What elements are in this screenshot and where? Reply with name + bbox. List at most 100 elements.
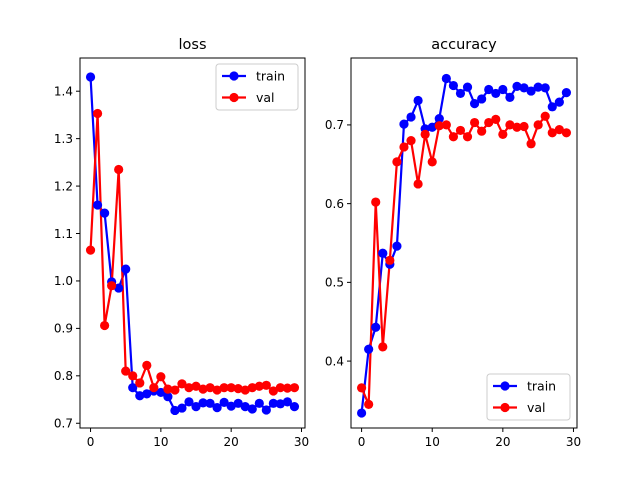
data-point-val — [254, 381, 264, 391]
data-point-val — [282, 383, 293, 393]
data-point-val — [191, 381, 201, 391]
data-point-train — [547, 102, 557, 112]
data-point-val — [289, 383, 300, 393]
legend-marker-val — [500, 402, 510, 413]
data-point-train — [135, 391, 145, 401]
legend: train val — [215, 63, 299, 111]
data-point-val — [477, 126, 487, 136]
data-point-train — [512, 81, 522, 91]
data-point-val — [462, 132, 473, 142]
data-point-val — [420, 129, 430, 139]
y-tick-label: 0.5 — [325, 276, 344, 290]
data-point-val — [275, 383, 285, 393]
data-point-val — [163, 384, 173, 394]
data-point-train — [371, 322, 381, 332]
data-point-val — [554, 125, 564, 135]
data-point-train — [282, 397, 293, 407]
y-tick-label: 0.8 — [54, 369, 73, 383]
x-tick-label: 10 — [153, 435, 168, 449]
data-point-val — [519, 121, 529, 132]
data-point-val — [512, 122, 522, 132]
x-tick-label: 20 — [495, 435, 510, 449]
data-point-val — [233, 384, 243, 394]
data-point-val — [441, 120, 451, 130]
legend-marker-val — [229, 92, 239, 103]
y-tick-label: 0.7 — [325, 118, 344, 132]
data-point-val — [135, 378, 145, 388]
data-point-val — [240, 385, 250, 395]
y-tick-label: 0.7 — [54, 417, 73, 431]
data-point-val — [413, 179, 423, 189]
accuracy-subplot: 0 10 20 30 0.4 0.5 0.6 0.7 accuracy train val — [325, 37, 581, 449]
loss-subplot: 0 10 20 30 0.7 0.8 0.9 1.0 1.1 1.2 1.3 1.4 loss train… — [54, 37, 309, 449]
data-point-val — [406, 136, 416, 146]
data-point-train — [275, 399, 285, 409]
data-point-train — [156, 387, 166, 398]
data-point-train — [289, 402, 300, 412]
data-point-train — [163, 392, 173, 402]
data-point-val — [198, 384, 208, 394]
data-point-train — [121, 264, 131, 274]
data-point-val — [205, 383, 215, 393]
data-point-train — [434, 114, 444, 124]
data-point-train — [441, 73, 451, 84]
data-point-val — [356, 383, 367, 393]
data-point-train — [448, 80, 459, 91]
chart-title: loss — [178, 37, 206, 53]
data-point-val — [107, 281, 117, 291]
data-point-train — [526, 86, 536, 96]
x-tick-label: 20 — [224, 435, 239, 449]
legend-label-train: train — [256, 69, 285, 84]
legend: train val — [486, 373, 571, 421]
x-tick-label: 30 — [294, 435, 309, 449]
data-point-train — [100, 208, 110, 218]
data-point-train — [364, 344, 374, 354]
legend-label-train: train — [527, 379, 556, 394]
y-tick-label: 0.9 — [54, 322, 73, 336]
data-point-val — [455, 125, 466, 136]
data-point-train — [184, 397, 194, 407]
data-point-train — [198, 398, 208, 408]
data-point-train — [261, 405, 271, 415]
y-tick-label: 1.2 — [54, 179, 73, 193]
data-point-train — [378, 248, 388, 258]
data-point-train — [498, 84, 508, 95]
legend-label-val: val — [527, 400, 546, 415]
data-point-val — [247, 383, 257, 393]
data-point-val — [498, 129, 508, 139]
data-point-val — [170, 385, 180, 395]
data-point-val — [392, 157, 402, 167]
y-tick-label: 0.6 — [325, 197, 344, 211]
data-point-train — [399, 119, 409, 129]
x-tick-label: 30 — [566, 435, 581, 449]
y-tick-label: 1.3 — [54, 132, 73, 146]
data-point-train — [484, 84, 494, 95]
data-point-val — [364, 399, 374, 409]
data-point-val — [540, 111, 550, 121]
legend-marker-train — [229, 71, 239, 81]
y-tick-label: 1.0 — [54, 274, 73, 288]
data-point-train — [254, 398, 264, 408]
data-point-val — [448, 132, 459, 142]
data-point-val — [100, 320, 110, 331]
data-point-val — [149, 383, 159, 393]
axes-frame — [79, 57, 306, 429]
data-point-train — [128, 383, 138, 393]
data-point-val — [371, 197, 381, 207]
data-point-train — [462, 82, 473, 92]
data-point-train — [92, 200, 103, 210]
legend-label-val: val — [256, 90, 275, 105]
data-point-val — [385, 255, 395, 265]
data-point-train — [205, 398, 215, 408]
y-tick-label: 1.1 — [54, 227, 73, 241]
data-point-val — [378, 342, 388, 352]
data-point-val — [121, 366, 131, 376]
x-tick-label: 0 — [358, 435, 366, 449]
y-tick-label: 1.4 — [54, 85, 73, 99]
x-tick-label: 10 — [425, 435, 440, 449]
data-point-val — [128, 371, 138, 381]
axes-frame — [350, 57, 578, 429]
legend-marker-train — [500, 381, 510, 391]
data-point-train — [519, 83, 529, 93]
